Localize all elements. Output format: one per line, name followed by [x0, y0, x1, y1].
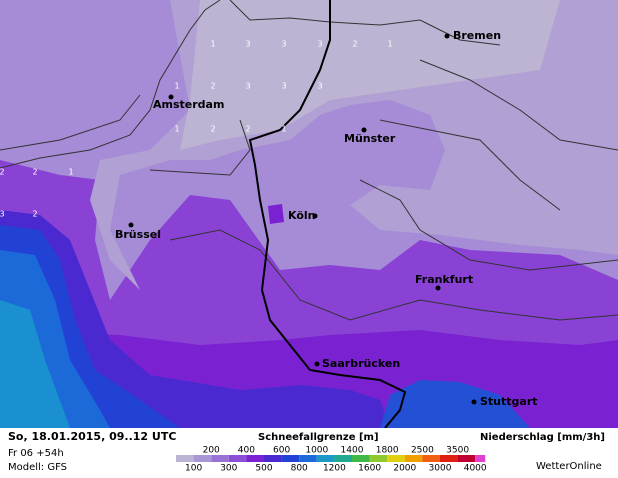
- contour-label: 2: [0, 168, 5, 177]
- city-dot: [471, 399, 477, 405]
- contour-label: 3: [317, 82, 322, 91]
- contour-label: 2: [32, 168, 37, 177]
- footer: [0, 428, 618, 478]
- legend-swatch: [299, 455, 317, 462]
- legend-swatch: [316, 455, 335, 462]
- legend-swatch: [457, 455, 476, 462]
- legend-swatch: [211, 455, 229, 462]
- contour-label: 1: [387, 40, 392, 49]
- model: Modell: GFS: [8, 462, 67, 473]
- legend-label: 100: [185, 464, 202, 474]
- legend-label: 800: [291, 464, 308, 474]
- contour-label: 2: [245, 125, 250, 134]
- contour-label: 3: [245, 40, 250, 49]
- city-dot: [361, 127, 367, 133]
- legend-swatch: [264, 455, 282, 462]
- legend-swatch: [228, 455, 247, 462]
- city-label: Amsterdam: [153, 98, 224, 111]
- map-labels: 1 3 3 3 2 1 1 2 3 3 3 1 2 2 1 2 2 1 3 2 Bremen Amsterdam Münst…: [0, 29, 538, 408]
- contour-label: 3: [281, 40, 286, 49]
- legend-swatch: [475, 455, 486, 462]
- city-label: Köln: [288, 209, 316, 222]
- legend-label: 400: [238, 446, 255, 456]
- legend-swatch: [440, 455, 458, 462]
- contour-label: 3: [0, 210, 5, 219]
- city-label: Frankfurt: [415, 273, 473, 286]
- contour-label: 3: [281, 82, 286, 91]
- legend-swatch: [404, 455, 423, 462]
- legend-swatch: [246, 455, 264, 462]
- legend-label: 300: [220, 464, 237, 474]
- city-dot: [128, 222, 134, 228]
- legend-label: 4000: [464, 464, 487, 474]
- city-label: Münster: [344, 132, 396, 145]
- contour-label: 1: [210, 40, 215, 49]
- legend-swatch: [352, 455, 370, 462]
- legend-label: 1800: [376, 446, 399, 456]
- legend-label: 200: [203, 446, 220, 456]
- legend-label: 1400: [341, 446, 364, 456]
- precip-title: Niederschlag [mm/3h]: [480, 432, 605, 443]
- contour-label: 1: [68, 168, 73, 177]
- city-dot: [444, 33, 450, 39]
- contour-label: 1: [174, 125, 179, 134]
- contour-label: 1: [281, 125, 286, 134]
- run: Fr 06 +54h: [8, 448, 64, 459]
- legend-swatch: [422, 455, 440, 462]
- legend-swatch: [193, 455, 212, 462]
- contour-area: [268, 204, 284, 224]
- legend-label: 1200: [323, 464, 346, 474]
- legend-swatch: [334, 455, 352, 462]
- legend-label: 2500: [411, 446, 434, 456]
- contour-label: 3: [245, 82, 250, 91]
- legend-swatch: [176, 455, 194, 462]
- city-dot: [168, 94, 174, 100]
- contour-label: 2: [352, 40, 357, 49]
- legend-label: 1600: [358, 464, 381, 474]
- city-dot: [314, 361, 320, 367]
- city-label: Stuttgart: [480, 395, 538, 408]
- contour-area: [380, 380, 530, 428]
- contour-label: 2: [210, 82, 215, 91]
- contour-label: 2: [32, 210, 37, 219]
- country-border: [248, 0, 407, 429]
- city-label: Bremen: [453, 29, 501, 42]
- snow-title: Schneefallgrenze [m]: [258, 432, 379, 443]
- city-label: Saarbrücken: [322, 357, 400, 370]
- legend-label: 3500: [446, 446, 469, 456]
- legend-label: 2000: [393, 464, 416, 474]
- legend-label: 600: [273, 446, 290, 456]
- contour-label: 2: [210, 125, 215, 134]
- legend-label: 3000: [429, 464, 452, 474]
- legend-swatch: [387, 455, 405, 462]
- legend-swatch: [369, 455, 388, 462]
- city-dot: [312, 213, 318, 219]
- legend-label: 1000: [305, 446, 328, 456]
- city-dot: [435, 285, 441, 291]
- legend-label: 500: [255, 464, 272, 474]
- city-label: Brüssel: [115, 228, 161, 241]
- contour-label: 1: [174, 82, 179, 91]
- contour-area: [0, 300, 70, 428]
- coastline: [0, 0, 618, 321]
- brand: WetterOnline: [536, 461, 602, 472]
- date: So, 18.01.2015, 09..12 UTC: [8, 430, 176, 443]
- legend-swatch: [281, 455, 300, 462]
- contour-label: 3: [317, 40, 322, 49]
- contour-area: [180, 0, 560, 150]
